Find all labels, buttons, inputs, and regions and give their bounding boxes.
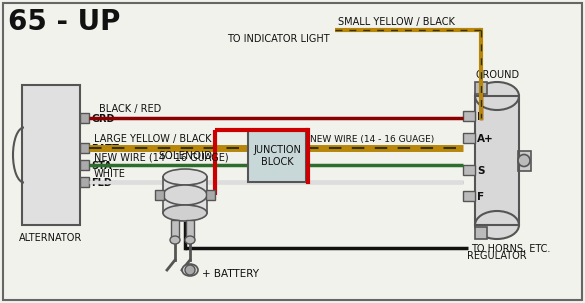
Bar	[475, 96, 519, 225]
Text: WHITE: WHITE	[94, 169, 126, 179]
Bar	[80, 160, 89, 170]
Text: 65 - UP: 65 - UP	[8, 8, 121, 36]
Ellipse shape	[182, 264, 198, 276]
Bar	[206, 190, 215, 200]
Circle shape	[185, 265, 195, 275]
Bar	[22, 85, 80, 225]
Ellipse shape	[163, 205, 207, 221]
Text: SMALL YELLOW / BLACK: SMALL YELLOW / BLACK	[338, 17, 455, 27]
Text: + BATTERY: + BATTERY	[202, 269, 259, 279]
Text: TO HORNS, ETC.: TO HORNS, ETC.	[471, 244, 550, 254]
Bar	[463, 111, 475, 121]
Bar	[518, 151, 531, 171]
Text: NEW WIRE (14 - 16 GUAGE): NEW WIRE (14 - 16 GUAGE)	[310, 135, 434, 144]
Bar	[463, 133, 475, 143]
Bar	[475, 96, 519, 225]
Text: A+: A+	[477, 134, 494, 144]
Circle shape	[518, 155, 530, 167]
Text: BLACK / RED: BLACK / RED	[99, 104, 161, 114]
Bar	[171, 220, 179, 240]
Text: TO INDICATOR LIGHT: TO INDICATOR LIGHT	[228, 34, 330, 44]
Text: F: F	[477, 192, 484, 202]
Ellipse shape	[475, 82, 519, 110]
Text: GRD: GRD	[91, 114, 115, 124]
Text: ALTERNATOR: ALTERNATOR	[19, 233, 82, 243]
Bar	[463, 191, 475, 201]
Text: LARGE YELLOW / BLACK: LARGE YELLOW / BLACK	[94, 134, 212, 144]
Bar	[475, 82, 487, 94]
Ellipse shape	[475, 211, 519, 239]
Bar	[475, 227, 487, 239]
Bar	[80, 177, 89, 187]
Text: BATT: BATT	[91, 144, 119, 154]
Ellipse shape	[163, 185, 207, 205]
Text: SOLENOID: SOLENOID	[158, 151, 212, 161]
Bar	[163, 177, 207, 213]
Bar	[186, 220, 194, 240]
Text: REGULATOR: REGULATOR	[467, 251, 527, 261]
Bar	[80, 143, 89, 153]
Bar	[248, 130, 306, 182]
Text: STA: STA	[91, 161, 112, 171]
Bar	[80, 113, 89, 123]
Ellipse shape	[163, 169, 207, 185]
Text: JUNCTION
BLOCK: JUNCTION BLOCK	[253, 145, 301, 167]
Ellipse shape	[170, 236, 180, 244]
Text: NEW WIRE (14 - 16 GUAGE): NEW WIRE (14 - 16 GUAGE)	[94, 152, 229, 162]
Text: I: I	[477, 112, 481, 122]
Ellipse shape	[185, 236, 195, 244]
Bar	[463, 165, 475, 175]
Text: GROUND: GROUND	[475, 70, 519, 80]
Text: FLD: FLD	[91, 178, 112, 188]
Text: S: S	[477, 166, 484, 176]
Bar	[155, 190, 164, 200]
